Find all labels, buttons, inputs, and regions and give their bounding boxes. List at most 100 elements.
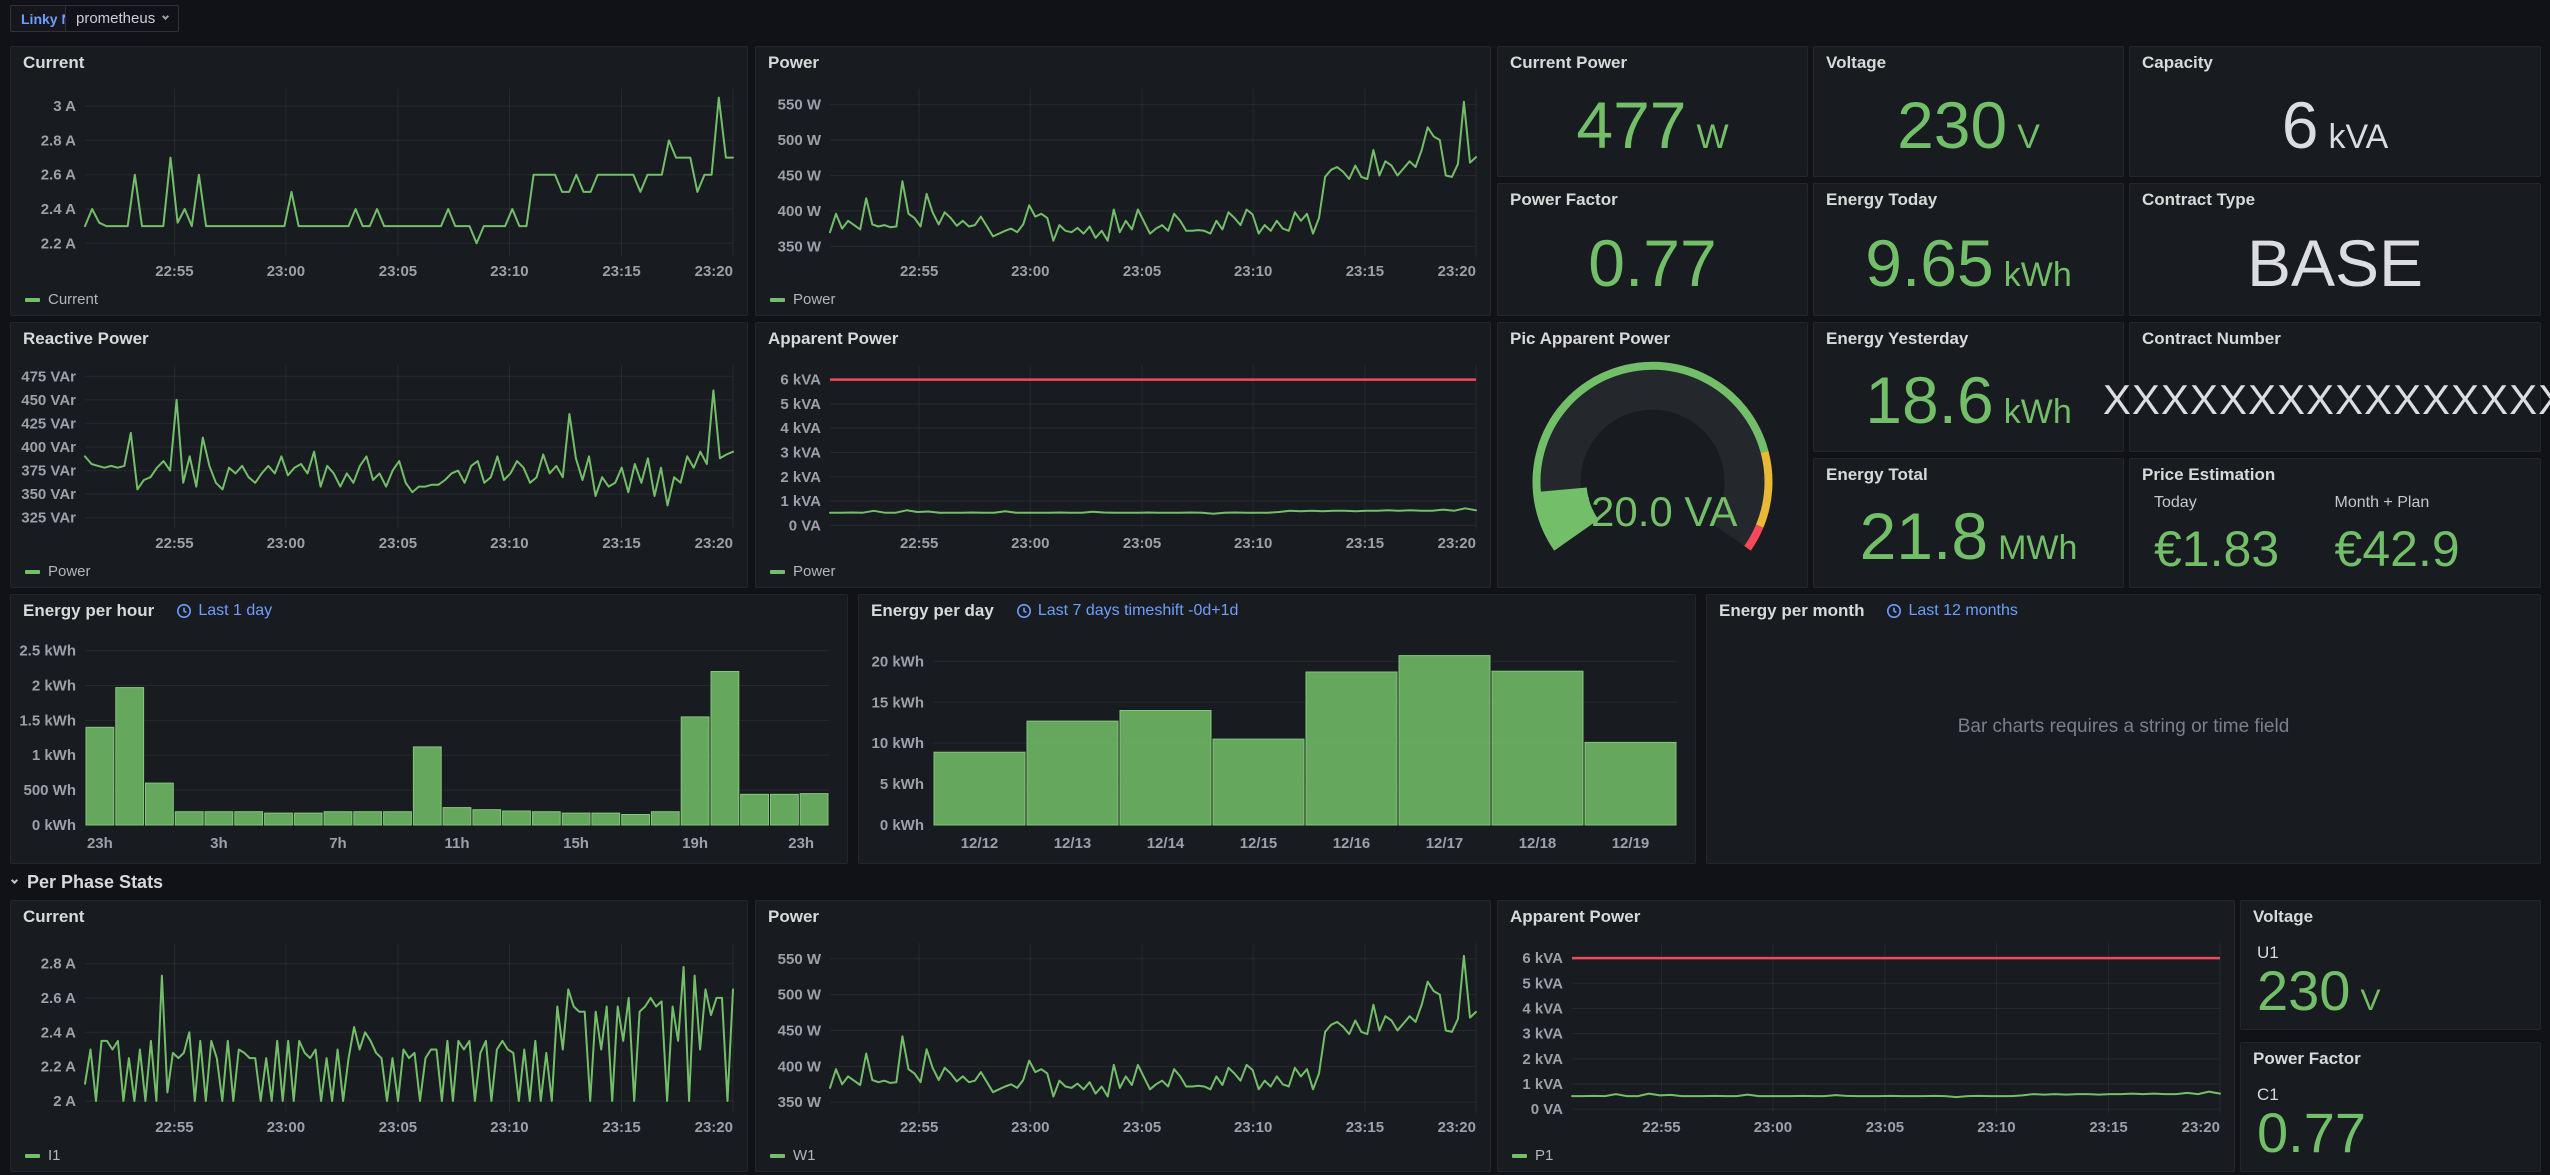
series-label: C1 xyxy=(2257,1085,2279,1104)
row-per-phase-stats[interactable]: Per Phase Stats xyxy=(10,872,163,893)
svg-text:350 VAr: 350 VAr xyxy=(21,486,76,503)
panel-voltage-u1-stat: Voltage U1 230 V xyxy=(2240,900,2541,1030)
energy-per-day-chart[interactable]: 0 kWh 5 kWh 10 kWh 15 kWh 20 kWh 12/12 12/13 12… xyxy=(863,635,1685,855)
panel-current-power-stat: Current Power 477 W xyxy=(1497,46,1808,177)
svg-text:2.2 A: 2.2 A xyxy=(41,1059,76,1076)
svg-text:23:00: 23:00 xyxy=(1011,263,1049,280)
apparent-power-chart[interactable]: 0 VA 1 kVA 2 kVA 3 kVA 4 kVA 5 kVA 6 kVA 22:55 2… xyxy=(760,355,1484,555)
legend[interactable]: W1 xyxy=(770,1147,816,1164)
svg-text:23:10: 23:10 xyxy=(1234,1119,1272,1136)
svg-text:500 Wh: 500 Wh xyxy=(23,782,76,799)
series-swatch xyxy=(770,569,785,574)
svg-text:450 W: 450 W xyxy=(778,1023,822,1040)
svg-text:23:15: 23:15 xyxy=(1346,535,1384,552)
legend[interactable]: P1 xyxy=(1512,1147,1553,1164)
svg-text:23:20: 23:20 xyxy=(695,535,733,552)
legend[interactable]: I1 xyxy=(25,1147,61,1164)
energy-per-hour-chart[interactable]: 0 kWh 500 Wh 1 kWh 1.5 kWh 2 kWh 2.5 kWh 23h 3h… xyxy=(15,635,837,855)
current-i1-chart[interactable]: 2 A 2.2 A 2.4 A 2.6 A 2.8 A 22:55 23:00 23:05 23… xyxy=(15,933,741,1139)
series-swatch xyxy=(25,297,40,302)
svg-text:23:10: 23:10 xyxy=(490,535,528,552)
svg-text:4 kVA: 4 kVA xyxy=(780,420,821,437)
svg-text:23:05: 23:05 xyxy=(379,263,417,280)
series-swatch xyxy=(25,1153,40,1158)
svg-text:2.6 A: 2.6 A xyxy=(41,167,76,184)
svg-text:23:20: 23:20 xyxy=(1438,535,1476,552)
svg-text:2.8 A: 2.8 A xyxy=(41,956,76,973)
panel-voltage-stat: Voltage 230 V xyxy=(1813,46,2124,177)
series-swatch xyxy=(770,1153,785,1158)
apparent-p1-chart[interactable]: 0 VA 1 kVA 2 kVA 3 kVA 4 kVA 5 kVA 6 kVA 22:55 2… xyxy=(1502,933,2228,1139)
svg-text:720.0 VA: 720.0 VA xyxy=(1568,488,1738,535)
svg-text:400 VAr: 400 VAr xyxy=(21,439,76,456)
power-w1-chart[interactable]: 350 W 400 W 450 W 500 W 550 W 22:55 23:00 23:05… xyxy=(760,933,1484,1139)
stat-value: 230 V xyxy=(2257,959,2381,1022)
panel-title: Capacity xyxy=(2142,53,2213,72)
svg-text:11h: 11h xyxy=(444,835,469,852)
svg-text:425 VAr: 425 VAr xyxy=(21,415,76,432)
svg-text:0 VA: 0 VA xyxy=(789,517,821,534)
svg-text:23:05: 23:05 xyxy=(1123,535,1161,552)
legend[interactable]: Current xyxy=(25,291,98,308)
svg-text:22:55: 22:55 xyxy=(900,1119,938,1136)
svg-text:3h: 3h xyxy=(210,835,228,852)
svg-text:2.4 A: 2.4 A xyxy=(41,201,76,218)
svg-text:7h: 7h xyxy=(329,835,347,852)
variable-dropdown[interactable]: prometheus xyxy=(65,5,180,32)
chevron-down-icon xyxy=(10,876,19,885)
svg-text:22:55: 22:55 xyxy=(155,263,193,280)
svg-text:12/16: 12/16 xyxy=(1333,835,1371,852)
panel-contract-type-stat: Contract Type BASE xyxy=(2129,183,2541,316)
apparent-power-gauge[interactable]: 720.0 VA xyxy=(1498,353,1807,583)
series-label: U1 xyxy=(2257,943,2279,962)
panel-energy-today-stat: Energy Today 9.65 kWh xyxy=(1813,183,2124,316)
panel-title: Energy per hour xyxy=(23,601,155,620)
svg-text:0 VA: 0 VA xyxy=(1531,1101,1563,1118)
stat-value: 21.8 MWh xyxy=(1859,499,2078,573)
svg-text:19h: 19h xyxy=(682,835,708,852)
panel-capacity-stat: Capacity 6 kVA xyxy=(2129,46,2541,177)
panel-title: Energy per month xyxy=(1719,601,1865,620)
clock-icon xyxy=(1887,604,1902,618)
svg-text:5 kVA: 5 kVA xyxy=(1522,975,1563,992)
clock-icon xyxy=(177,604,192,618)
svg-text:23:05: 23:05 xyxy=(1123,1119,1161,1136)
chevron-down-icon xyxy=(162,12,170,21)
current-chart[interactable]: 2.2 A 2.4 A 2.6 A 2.8 A 3 A 22:55 23:00 23:05 23… xyxy=(15,79,741,283)
svg-text:2 kWh: 2 kWh xyxy=(32,677,76,694)
svg-text:12/13: 12/13 xyxy=(1054,835,1092,852)
panel-energy-per-day: Energy per day Last 7 days timeshift -0d… xyxy=(858,594,1696,864)
panel-title: Power Factor xyxy=(2253,1049,2361,1068)
variable-value-text: prometheus xyxy=(76,10,156,27)
panel-current: Current 2.2 A 2.4 A 2.6 A 2.8 A 3 A 22:55 23:0… xyxy=(10,46,748,316)
svg-text:23:00: 23:00 xyxy=(1011,535,1049,552)
panel-title: Apparent Power xyxy=(768,329,899,348)
svg-text:23:10: 23:10 xyxy=(490,1119,528,1136)
svg-text:23:05: 23:05 xyxy=(1123,263,1161,280)
panel-title: Energy Today xyxy=(1826,190,1938,209)
svg-text:4 kVA: 4 kVA xyxy=(1522,1000,1563,1017)
stat-value: XXXXXXXXXXXXXXXX xyxy=(2102,376,2550,423)
panel-contract-number-stat: Contract Number XXXXXXXXXXXXXXXX xyxy=(2103,322,2550,452)
stat-value: BASE xyxy=(2246,225,2424,300)
svg-text:2.8 A: 2.8 A xyxy=(41,132,76,149)
legend[interactable]: Power xyxy=(770,563,836,580)
svg-text:23h: 23h xyxy=(87,835,113,852)
svg-text:6 kVA: 6 kVA xyxy=(780,372,821,389)
panel-price-estimation: Price Estimation Today €1.83 Month + Pla… xyxy=(2129,458,2541,588)
svg-text:23:00: 23:00 xyxy=(267,535,305,552)
panel-time-range: Last 12 months xyxy=(1886,602,2018,620)
panel-power-factor-c1-stat: Power Factor C1 0.77 xyxy=(2240,1042,2541,1172)
reactive-power-chart[interactable]: 325 VAr 350 VAr 375 VAr 400 VAr 425 VAr 450 V… xyxy=(15,355,741,555)
svg-text:12/14: 12/14 xyxy=(1147,835,1185,852)
legend-label: Current xyxy=(48,291,99,308)
svg-text:23:15: 23:15 xyxy=(1346,1119,1384,1136)
svg-text:450 W: 450 W xyxy=(778,167,822,184)
power-chart[interactable]: 350 W 400 W 450 W 500 W 550 W 22:55 23:00 23:05… xyxy=(760,79,1484,283)
legend[interactable]: Power xyxy=(25,563,91,580)
svg-text:23:05: 23:05 xyxy=(379,535,417,552)
legend[interactable]: Power xyxy=(770,291,836,308)
svg-text:23:00: 23:00 xyxy=(267,1119,305,1136)
svg-text:500 W: 500 W xyxy=(778,987,822,1004)
panel-title: Reactive Power xyxy=(23,329,149,348)
